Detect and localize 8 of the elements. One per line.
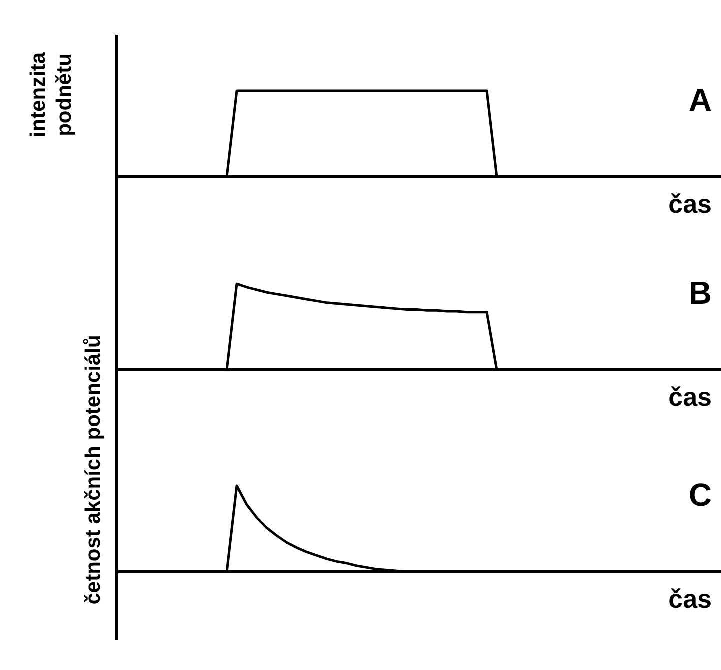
chart-title: A xyxy=(688,82,712,118)
y-axis-title: intenzita podnětu xyxy=(27,52,76,138)
chart-title: C xyxy=(688,477,712,513)
x-axis-title: čas xyxy=(668,382,712,412)
x-axis-title: čas xyxy=(668,189,712,219)
y-axis-title: četnost akčních potenciálů xyxy=(82,335,105,605)
x-axis-title: čas xyxy=(668,584,712,614)
chart-title: B xyxy=(688,275,712,311)
